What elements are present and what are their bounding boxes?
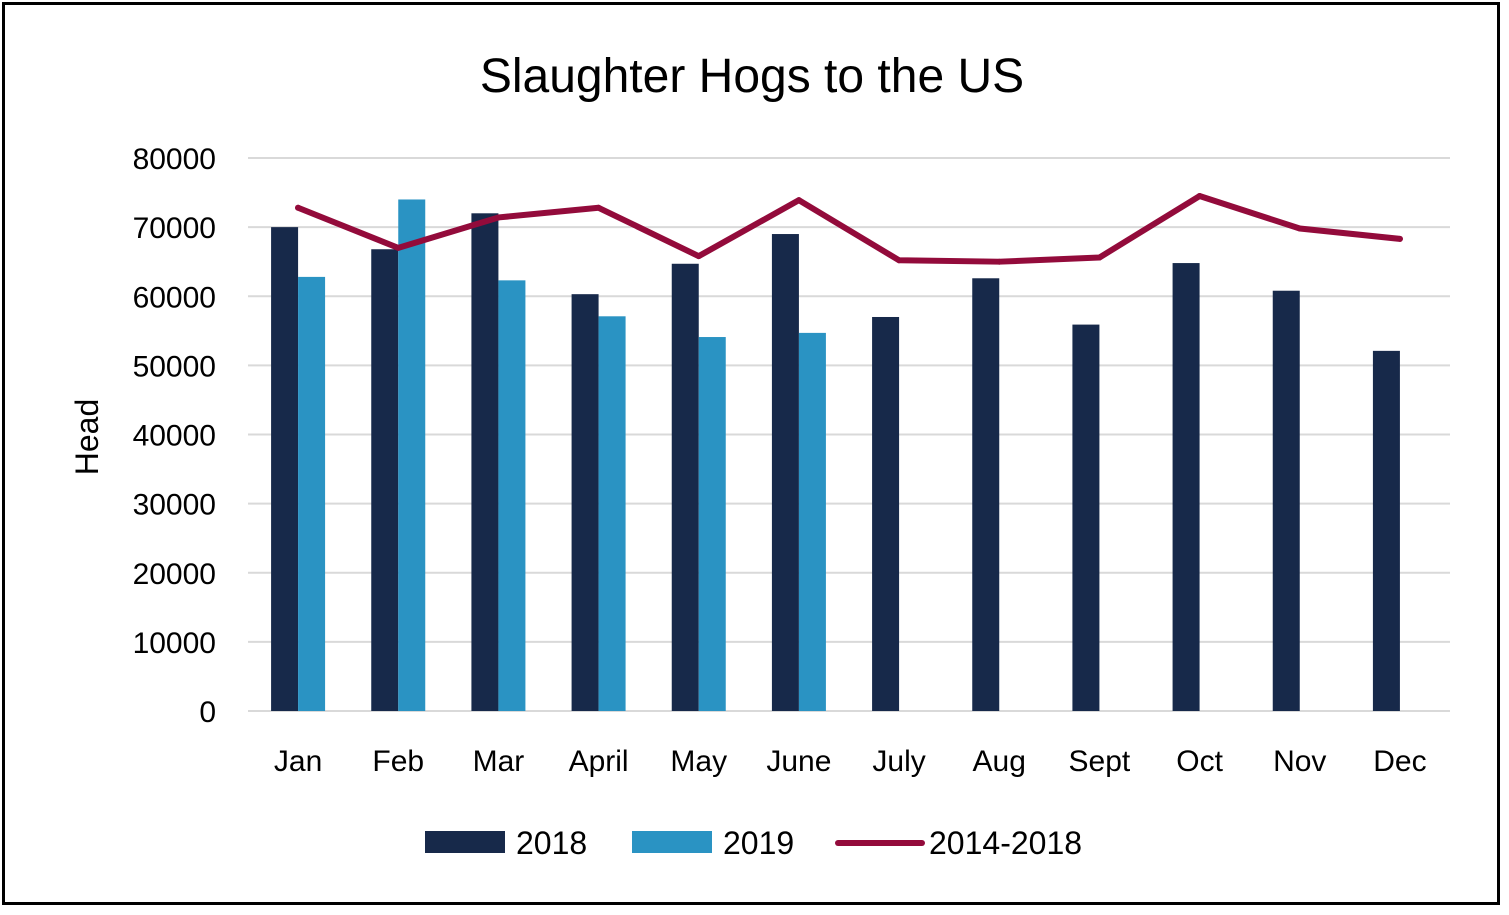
y-tick-label: 60000 xyxy=(133,281,216,314)
line-point-2014-2018-April xyxy=(595,204,602,211)
legend-swatch-2019 xyxy=(632,831,712,853)
bars xyxy=(271,199,1400,712)
bar-2019-Mar xyxy=(498,280,526,711)
bar-2018-Oct xyxy=(1172,263,1200,711)
line-series-2014-2018 xyxy=(295,193,1403,265)
x-tick-label: Feb xyxy=(372,745,424,778)
y-tick-label: 50000 xyxy=(133,350,216,383)
legend-swatch-2018 xyxy=(425,831,505,853)
y-tick-label: 80000 xyxy=(133,143,216,176)
bar-2018-Dec xyxy=(1372,350,1400,711)
legend-label-2019: 2019 xyxy=(723,825,794,861)
bar-2018-April xyxy=(571,294,599,711)
bar-2019-Feb xyxy=(398,199,426,711)
y-tick-label: 30000 xyxy=(133,489,216,522)
gridlines xyxy=(248,157,1450,712)
bar-2019-June xyxy=(798,332,826,711)
x-tick-label: Dec xyxy=(1373,745,1426,778)
bar-2018-July xyxy=(872,316,900,711)
bar-2019-May xyxy=(698,337,726,711)
x-tick-label: May xyxy=(670,745,727,778)
bar-2018-Sept xyxy=(1072,324,1100,711)
x-tick-label: Sept xyxy=(1069,745,1131,778)
chart-frame: Slaughter Hogs to the US Head 0 10000 2000… xyxy=(2,2,1500,905)
chart-title: Slaughter Hogs to the US xyxy=(480,50,1024,103)
bar-2018-June xyxy=(771,234,799,711)
x-tick-label: Oct xyxy=(1176,745,1223,778)
bar-2019-Jan xyxy=(298,276,326,711)
bar-2018-Mar xyxy=(471,213,499,712)
line-point-2014-2018-July xyxy=(896,257,903,264)
line-point-2014-2018-May xyxy=(695,253,702,260)
bar-2018-Nov xyxy=(1272,290,1300,711)
y-tick-label: 10000 xyxy=(133,627,216,660)
y-tick-label: 0 xyxy=(199,696,216,729)
x-tick-label: April xyxy=(569,745,629,778)
bar-2018-Jan xyxy=(271,227,299,711)
y-tick-label: 20000 xyxy=(133,558,216,591)
x-tick-label: July xyxy=(872,745,925,778)
line-point-2014-2018-Dec xyxy=(1396,235,1403,242)
legend: 2018 2019 2014-2018 xyxy=(425,825,1082,861)
x-tick-label: Aug xyxy=(973,745,1026,778)
line-point-2014-2018-Sept xyxy=(1096,254,1103,261)
line-point-2014-2018-Jan xyxy=(295,204,302,211)
bar-2018-May xyxy=(671,263,699,711)
line-point-2014-2018-Mar xyxy=(495,214,502,221)
bar-2019-April xyxy=(598,316,626,711)
line-point-2014-2018-Nov xyxy=(1296,225,1303,232)
x-axis-ticks: Jan Feb Mar April May June July Aug Sept Oct Nov De… xyxy=(274,745,1427,778)
y-axis-label: Head xyxy=(69,399,105,476)
line-point-2014-2018-Oct xyxy=(1196,193,1203,200)
bar-2018-Feb xyxy=(371,249,399,711)
line-point-2014-2018-Aug xyxy=(996,258,1003,265)
legend-label-2018: 2018 xyxy=(516,825,587,861)
line-point-2014-2018-Feb xyxy=(395,244,402,251)
y-tick-label: 40000 xyxy=(133,420,216,453)
y-tick-label: 70000 xyxy=(133,212,216,245)
legend-label-2014-2018: 2014-2018 xyxy=(929,825,1082,861)
lines xyxy=(295,193,1403,265)
x-tick-label: Nov xyxy=(1273,745,1326,778)
chart: Slaughter Hogs to the US Head 0 10000 2000… xyxy=(69,50,1450,861)
line-point-2014-2018-June xyxy=(795,197,802,204)
bar-2018-Aug xyxy=(972,278,1000,711)
y-axis-ticks: 0 10000 20000 30000 40000 50000 60000 70000 8000… xyxy=(133,143,216,729)
x-tick-label: Jan xyxy=(274,745,322,778)
x-tick-label: Mar xyxy=(473,745,525,778)
x-tick-label: June xyxy=(766,745,831,778)
